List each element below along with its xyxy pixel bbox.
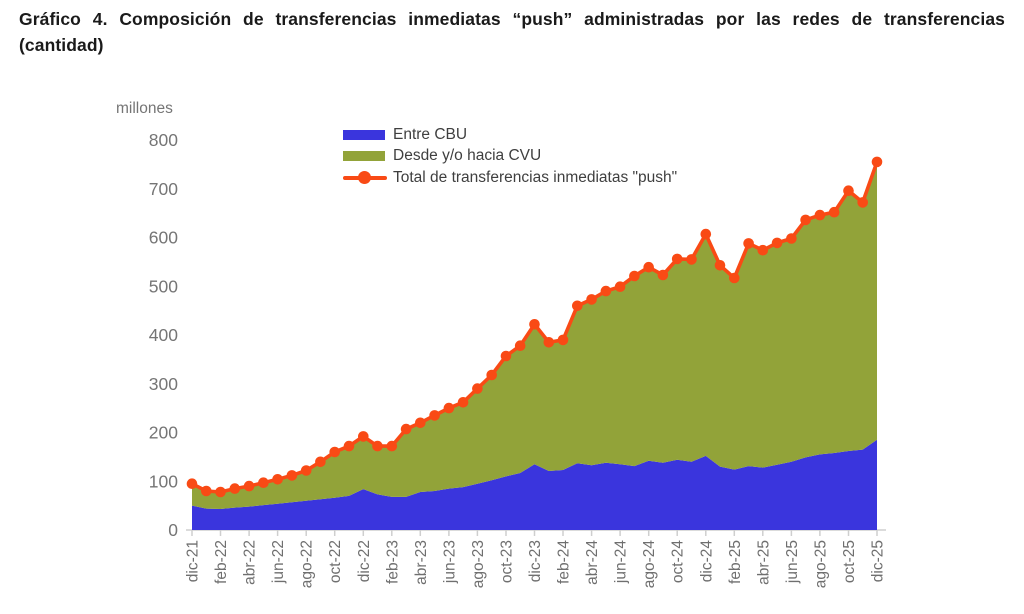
total-point (386, 440, 398, 452)
x-axis-tick-label: jun-24 (613, 540, 630, 584)
total-point (843, 185, 854, 196)
total-point (871, 156, 883, 168)
legend-item-total: Total de transferencias inmediatas "push… (343, 167, 677, 189)
total-point (229, 483, 241, 494)
x-axis-tick-label: feb-23 (384, 540, 401, 584)
chart-title: Gráfico 4. Composición de transferencias… (19, 9, 1005, 55)
x-axis-tick-label: dic-23 (527, 540, 544, 582)
total-point (243, 480, 255, 492)
total-point (500, 350, 512, 362)
total-point (557, 334, 569, 346)
total-line-marker-icon (343, 171, 387, 185)
total-point (800, 214, 811, 226)
legend-label-entre-cbu: Entre CBU (393, 125, 468, 143)
x-axis-tick-label: abr-25 (755, 540, 772, 585)
total-point (343, 440, 355, 452)
area-cvu (192, 161, 877, 509)
x-axis-tick-label: abr-23 (413, 540, 430, 585)
total-point (857, 197, 868, 208)
x-axis-tick-label: jun-22 (270, 540, 287, 584)
total-point (729, 272, 740, 284)
total-point (543, 337, 555, 348)
x-axis-tick-label: dic-22 (356, 540, 373, 582)
legend-item-entre-cbu: Entre CBU (343, 124, 677, 146)
total-point (415, 417, 426, 429)
total-point (457, 397, 469, 408)
x-axis-tick-label: dic-24 (698, 540, 715, 583)
y-axis-tick-label: 700 (149, 179, 178, 199)
x-axis-tick-label: oct-22 (327, 540, 344, 583)
total-point (358, 431, 369, 442)
total-point (700, 228, 712, 240)
total-point (186, 478, 198, 490)
x-axis-tick-label: ago-23 (470, 540, 487, 588)
total-point (286, 470, 298, 481)
y-axis-tick-label: 400 (149, 325, 178, 345)
entre-cbu-swatch-icon (343, 129, 385, 140)
y-axis-tick-label: 500 (149, 276, 178, 296)
total-point (814, 209, 826, 221)
total-point (714, 260, 726, 271)
x-axis-tick-label: dic-21 (185, 540, 202, 582)
y-axis-tick-label: 300 (149, 374, 178, 394)
x-axis-tick-label: dic-25 (870, 540, 887, 582)
total-point (215, 486, 226, 498)
total-point (743, 238, 754, 249)
x-axis-tick-label: abr-24 (584, 540, 601, 585)
y-axis-tick-label: 600 (149, 228, 178, 248)
total-point (600, 285, 612, 297)
x-axis-tick-label: oct-25 (841, 540, 858, 583)
total-point (429, 410, 440, 421)
total-point (671, 253, 683, 265)
total-point (643, 261, 654, 273)
total-point (486, 369, 498, 381)
total-point (443, 402, 455, 414)
total-point (757, 244, 769, 256)
legend-item-cvu: Desde y/o hacia CVU (343, 146, 677, 168)
total-point (614, 281, 626, 293)
x-axis-tick-label: oct-23 (499, 540, 516, 583)
legend-label-total: Total de transferencias inmediatas "push… (393, 168, 678, 186)
y-axis-tick-label: 0 (168, 520, 178, 540)
total-point (529, 319, 540, 330)
y-axis-tick-label: 800 (149, 130, 178, 150)
total-point (786, 233, 797, 244)
total-point (514, 340, 526, 352)
x-axis-tick-label: oct-24 (670, 540, 687, 583)
x-axis-tick-label: jun-23 (441, 540, 458, 584)
y-axis-tick-label: 100 (149, 471, 178, 491)
total-point (272, 474, 283, 485)
chart-legend: Entre CBU Desde y/o hacia CVU Total de t… (343, 124, 677, 189)
cvu-swatch-icon (343, 151, 385, 162)
total-point (586, 294, 597, 305)
x-axis-tick-label: feb-22 (213, 540, 230, 584)
x-axis-tick-label: feb-24 (556, 540, 573, 584)
total-point (329, 446, 341, 458)
y-axis-unit-label: millones (116, 100, 173, 117)
x-axis-tick-label: ago-25 (812, 540, 829, 588)
legend-label-cvu: Desde y/o hacia CVU (393, 147, 542, 165)
total-point (686, 254, 697, 265)
x-axis-tick-label: feb-25 (727, 540, 744, 584)
x-axis-tick-label: abr-22 (242, 540, 259, 585)
total-point (258, 477, 269, 489)
total-point (315, 456, 326, 468)
total-point (657, 269, 669, 281)
total-point (400, 423, 412, 435)
total-point (372, 440, 383, 452)
total-point (472, 383, 483, 394)
total-point (201, 485, 212, 497)
y-axis-tick-label: 200 (149, 423, 178, 443)
total-point (572, 300, 583, 312)
total-point (300, 465, 312, 476)
total-point (771, 237, 783, 249)
total-point (629, 270, 640, 282)
x-axis-tick-label: ago-24 (641, 540, 658, 589)
x-axis-tick-label: ago-22 (299, 540, 316, 588)
total-point (828, 206, 840, 218)
area-entre-cbu (192, 439, 877, 530)
x-axis-tick-label: jun-25 (784, 540, 801, 584)
